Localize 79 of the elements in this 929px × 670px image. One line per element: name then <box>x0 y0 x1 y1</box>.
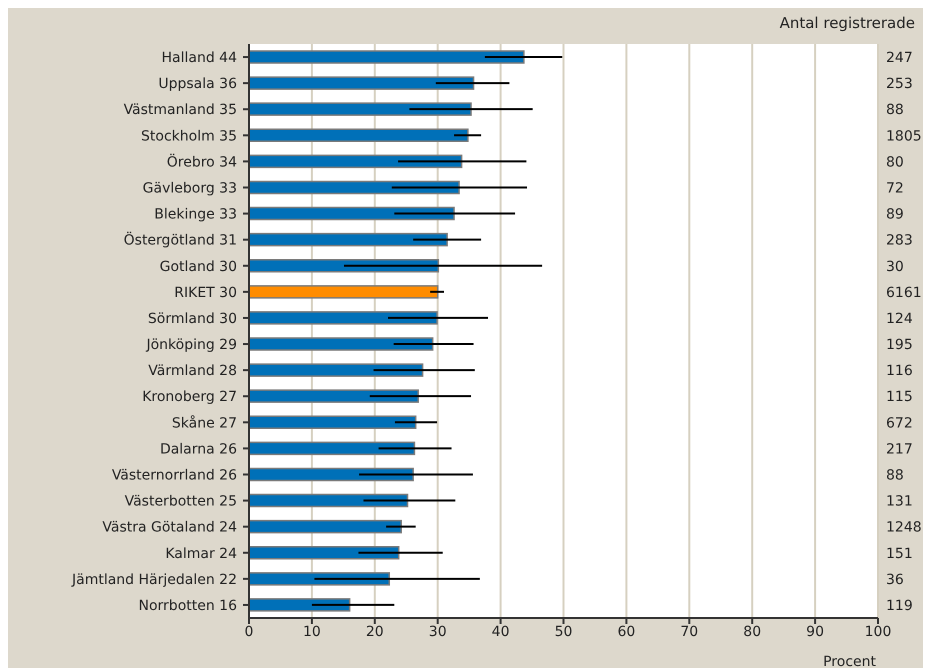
text: 131 <box>886 494 913 510</box>
text: 124 <box>886 310 913 327</box>
bar <box>249 389 419 403</box>
y-tick-label: Sörmland 30 <box>148 310 237 327</box>
bar <box>249 285 438 299</box>
y-tick-label: Norrbotten 16 <box>138 598 238 614</box>
text: 1248 <box>886 520 922 536</box>
bar <box>249 572 390 586</box>
text: 1805 <box>886 128 922 144</box>
x-tick-label: 50 <box>554 624 572 640</box>
bar <box>249 102 472 116</box>
y-tick-label: RIKET 30 <box>174 284 237 301</box>
x-axis-title: Procent <box>823 654 877 670</box>
x-tick-label: 70 <box>680 624 698 640</box>
bar <box>249 520 402 534</box>
text: 217 <box>886 441 913 458</box>
y-tick-label: Örebro 34 <box>166 153 238 170</box>
y-tick-label: Skåne 27 <box>172 414 237 432</box>
y-tick-label: Västra Götaland 24 <box>102 520 238 536</box>
text: 36 <box>886 572 904 588</box>
text: 80 <box>886 154 904 170</box>
text: 195 <box>886 337 913 354</box>
bar <box>249 258 440 272</box>
y-tick-label: Västmanland 35 <box>124 102 237 118</box>
x-tick-label: 0 <box>244 624 254 640</box>
text: 116 <box>886 363 913 380</box>
bar <box>249 546 400 560</box>
y-tick-label: Gävleborg 33 <box>142 180 237 196</box>
bar <box>249 468 414 482</box>
y-tick-label: Dalarna 26 <box>160 441 238 458</box>
bar <box>249 442 416 456</box>
bar <box>249 128 469 142</box>
text: 247 <box>886 50 913 66</box>
bar <box>249 598 350 612</box>
x-tick-label: 20 <box>366 624 384 640</box>
x-tick-label: 40 <box>492 624 510 640</box>
text: 151 <box>886 546 913 562</box>
y-tick-label: Östergötland 31 <box>124 232 237 249</box>
bar <box>249 76 474 90</box>
y-tick-label: Stockholm 35 <box>141 128 237 144</box>
text: 283 <box>886 232 913 249</box>
bar <box>249 416 416 430</box>
x-tick-label: 100 <box>864 624 892 640</box>
y-tick-label: Gotland 30 <box>160 258 237 275</box>
text: 89 <box>886 206 904 223</box>
y-tick-label: Kronoberg 27 <box>142 389 237 406</box>
bar <box>249 363 424 377</box>
text: 672 <box>886 415 913 432</box>
bar <box>249 180 460 194</box>
x-tick-label: 80 <box>743 624 762 640</box>
x-tick-label: 90 <box>806 624 824 640</box>
bar <box>249 50 525 64</box>
bar <box>249 337 434 351</box>
text: 119 <box>886 598 913 614</box>
text: 253 <box>886 76 913 92</box>
y-tick-label: Västernorrland 26 <box>112 468 238 484</box>
bar <box>249 494 408 508</box>
y-tick-label: Kalmar 24 <box>165 546 238 562</box>
text: 115 <box>886 389 913 406</box>
text: Antal registrerade <box>780 14 915 32</box>
y-tick-label: Halland 44 <box>162 50 238 66</box>
text: 72 <box>886 180 904 196</box>
y-tick-label: Västerbotten 25 <box>124 494 237 510</box>
y-tick-label: Jönköping 29 <box>145 337 237 354</box>
bar <box>249 154 462 168</box>
bar <box>249 311 438 325</box>
text: 30 <box>886 258 904 275</box>
bar <box>249 232 448 246</box>
bar <box>249 206 455 220</box>
text: 6161 <box>886 284 922 301</box>
text: 88 <box>886 468 904 484</box>
y-tick-label: Jämtland Härjedalen 22 <box>71 572 237 588</box>
x-tick-label: 30 <box>428 624 447 640</box>
text: 88 <box>886 102 904 118</box>
y-tick-label: Blekinge 33 <box>154 206 237 223</box>
x-tick-label: 10 <box>302 624 321 640</box>
x-tick-label: 60 <box>617 624 636 640</box>
y-tick-label: Uppsala 36 <box>158 76 238 92</box>
y-tick-label: Värmland 28 <box>148 363 237 380</box>
